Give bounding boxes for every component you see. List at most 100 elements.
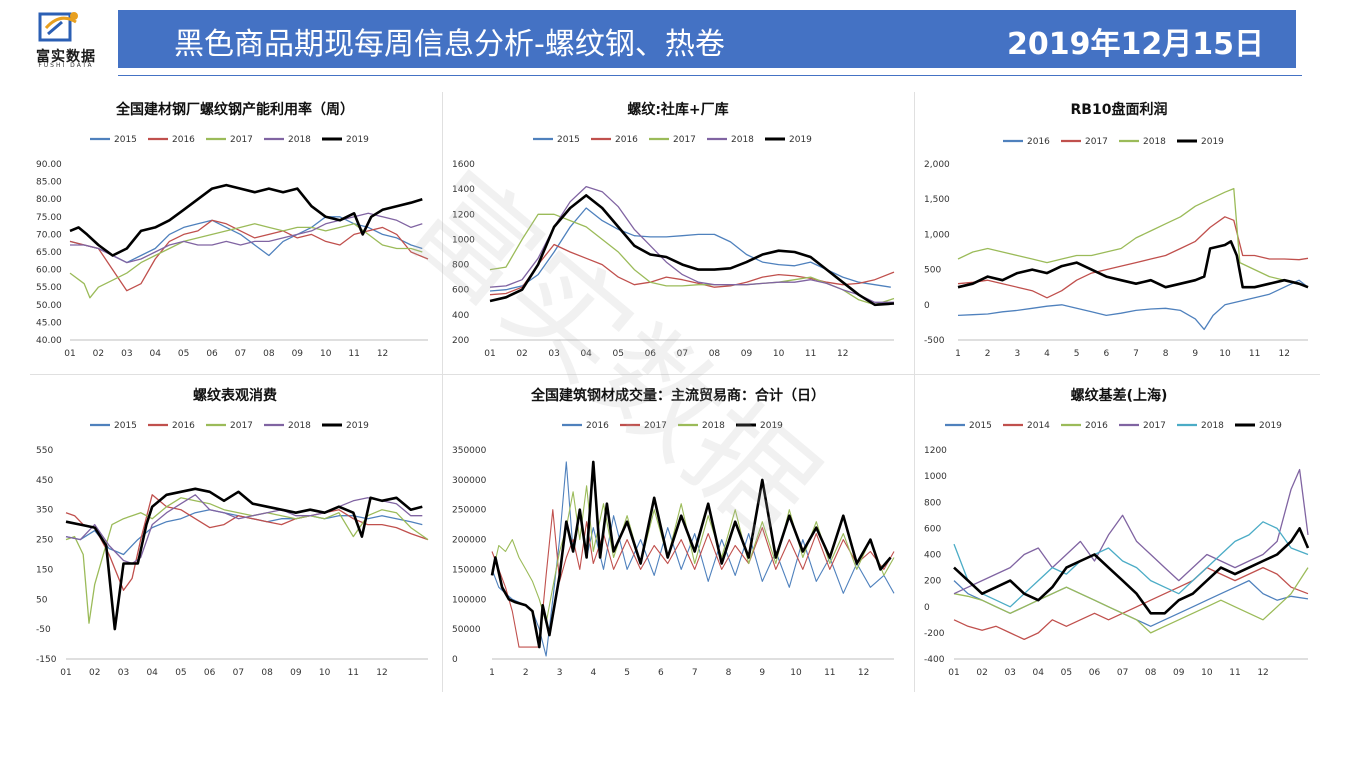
- header-rule: [118, 75, 1302, 76]
- y-tick-label: 150: [36, 565, 53, 575]
- legend-label: 2016: [1085, 421, 1108, 431]
- legend-item-consume-2019: 2019: [322, 421, 369, 431]
- y-tick-label: 60.00: [36, 266, 62, 276]
- x-tick-label: 04: [580, 349, 592, 359]
- x-tick-label: 1: [489, 668, 495, 678]
- x-tick-label: 2: [523, 668, 529, 678]
- divider-h: [30, 374, 1320, 375]
- x-tick-label: 06: [204, 668, 216, 678]
- legend-item-profit-2019: 2019: [1177, 137, 1224, 147]
- y-tick-label: 600: [924, 524, 941, 534]
- legend-label: 2018: [702, 421, 725, 431]
- legend-item-stock-2018: 2018: [707, 135, 754, 145]
- y-tick-label: 100000: [452, 595, 487, 605]
- y-tick-label: 1000: [924, 472, 947, 482]
- y-tick-label: 2,000: [924, 160, 950, 170]
- x-tick-label: 07: [235, 349, 246, 359]
- legend-item-volume-2018: 2018: [678, 421, 725, 431]
- chart-panel-consume: 螺纹表观消费 2015 2016 2017 2018 2019 550 450 350 250 15…: [30, 378, 440, 693]
- y-tick-label: -200: [924, 629, 945, 639]
- chart-panel-basis: 螺纹基差(上海) 2015 2014 2016 2017 2018 2019 1200 1000…: [918, 378, 1320, 693]
- y-tick-label: 450: [36, 476, 53, 486]
- series-line-basis-2014: [953, 566, 1309, 641]
- x-tick-label: 05: [613, 349, 624, 359]
- legend-label: 2018: [288, 135, 311, 145]
- x-tick-label: 5: [1074, 349, 1080, 359]
- x-tick-label: 07: [1117, 668, 1128, 678]
- x-tick-label: 05: [175, 668, 186, 678]
- x-tick-label: 10: [1219, 349, 1231, 359]
- series-line-stock-2019: [489, 194, 895, 307]
- x-tick-label: 2: [985, 349, 991, 359]
- y-tick-label: 200: [924, 577, 941, 587]
- series-line-basis-2016: [953, 567, 1309, 634]
- y-tick-label: 200: [452, 336, 469, 346]
- y-tick-label: 40.00: [36, 336, 62, 346]
- chart-title-consume: 螺纹表观消费: [193, 387, 277, 404]
- legend-label: 2019: [1201, 137, 1224, 147]
- x-tick-label: 05: [178, 349, 189, 359]
- y-tick-label: 1400: [452, 185, 475, 195]
- x-tick-label: 12: [376, 668, 387, 678]
- x-tick-label: 4: [1044, 349, 1050, 359]
- x-tick-label: 11: [348, 349, 359, 359]
- x-tick-label: 08: [261, 668, 273, 678]
- y-tick-label: 1000: [452, 235, 475, 245]
- x-tick-label: 9: [1192, 349, 1198, 359]
- y-tick-label: 600: [452, 286, 469, 296]
- series-line-stock-2016: [489, 243, 895, 296]
- y-tick-label: 250: [36, 536, 53, 546]
- chart-title-basis: 螺纹基差(上海): [1071, 387, 1168, 404]
- title-banner: 黑色商品期现每周信息分析-螺纹钢、热卷 2019年12月15日: [118, 10, 1296, 68]
- x-tick-label: 02: [89, 668, 100, 678]
- y-tick-label: 550: [36, 446, 53, 456]
- x-tick-label: 12: [377, 349, 388, 359]
- x-tick-label: 08: [263, 349, 275, 359]
- x-tick-label: 6: [1103, 349, 1109, 359]
- series-line-basis-2019: [953, 527, 1310, 615]
- x-tick-label: 01: [60, 668, 71, 678]
- legend-item-profit-2017: 2017: [1061, 137, 1108, 147]
- y-tick-label: 90.00: [36, 160, 62, 170]
- legend-label: 2018: [1143, 137, 1166, 147]
- y-tick-label: 50: [36, 595, 48, 605]
- chart-panel-stock: 螺纹:社库+厂库 2015 2016 2017 2018 2019 1600 1400 1200…: [446, 92, 910, 372]
- y-tick-label: 1200: [924, 446, 947, 456]
- y-tick-label: 1,500: [924, 195, 950, 205]
- y-tick-label: 300000: [452, 476, 487, 486]
- x-tick-label: 01: [948, 668, 959, 678]
- legend-label: 2017: [230, 135, 253, 145]
- x-tick-label: 10: [319, 668, 331, 678]
- legend-item-profit-2018: 2018: [1119, 137, 1166, 147]
- y-tick-label: -500: [924, 336, 945, 346]
- x-tick-label: 8: [1163, 349, 1169, 359]
- x-tick-label: 05: [1061, 668, 1072, 678]
- x-tick-label: 5: [624, 668, 630, 678]
- x-tick-label: 10: [1201, 668, 1213, 678]
- header: 富实数据 FUSHI DATA 黑色商品期现每周信息分析-螺纹钢、热卷 2019…: [0, 0, 1350, 78]
- legend-label: 2019: [760, 421, 783, 431]
- legend-label: 2018: [288, 421, 311, 431]
- chart-title-volume: 全国建筑钢材成交量：主流贸易商：合计（日）: [530, 387, 825, 404]
- x-tick-label: 04: [150, 349, 162, 359]
- x-tick-label: 09: [741, 349, 753, 359]
- series-line-stock-2017: [489, 213, 895, 306]
- legend-item-util-2015: 2015: [90, 135, 137, 145]
- x-tick-label: 03: [548, 349, 559, 359]
- chart-stock: 螺纹:社库+厂库 2015 2016 2017 2018 2019 1600 1400 1200…: [452, 101, 895, 359]
- legend-item-basis-2019: 2019: [1235, 421, 1282, 431]
- legend-item-volume-2017: 2017: [620, 421, 667, 431]
- legend-item-stock-2016: 2016: [591, 135, 638, 145]
- y-tick-label: 800: [924, 498, 941, 508]
- legend-item-basis-2015: 2015: [945, 421, 992, 431]
- y-tick-label: 150000: [452, 565, 487, 575]
- legend-label: 2015: [557, 135, 580, 145]
- logo-subtext: FUSHI DATA: [38, 62, 94, 69]
- y-tick-label: 250000: [452, 506, 487, 516]
- legend-item-basis-2014: 2014: [1003, 421, 1050, 431]
- y-tick-label: 45.00: [36, 318, 62, 328]
- x-tick-label: 02: [516, 349, 527, 359]
- x-tick-label: 11: [1249, 349, 1260, 359]
- x-tick-label: 06: [1089, 668, 1101, 678]
